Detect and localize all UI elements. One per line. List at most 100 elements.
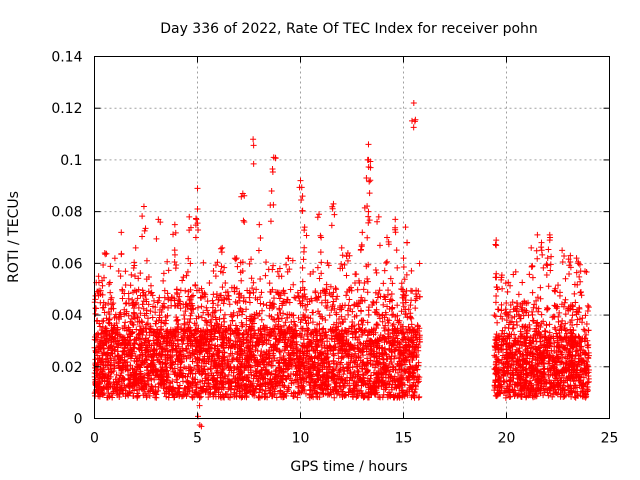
data-point [330,327,337,334]
data-point [305,368,312,375]
data-point [207,389,214,396]
data-point [376,345,383,352]
data-point [413,351,420,358]
data-point [412,297,419,304]
data-point [288,347,295,354]
data-point [414,373,421,380]
data-point [271,390,278,397]
data-point [217,292,224,299]
data-point [147,323,154,330]
data-point [320,325,327,332]
data-point [275,290,282,297]
data-point [348,284,355,291]
data-point [301,366,308,373]
data-point [219,284,226,291]
data-point [110,326,117,333]
data-point [291,350,298,357]
data-point [555,282,562,289]
data-point [197,328,204,335]
data-point [288,380,295,387]
data-point [152,383,159,390]
data-point [375,291,382,298]
data-point [400,291,407,298]
data-point [405,366,412,373]
data-point [246,299,253,306]
data-point [263,302,270,309]
data-point [149,362,156,369]
data-point [291,294,298,301]
data-point [114,327,121,334]
data-point [405,323,412,330]
data-point [315,361,322,368]
data-point [282,299,289,306]
data-point [159,304,166,311]
data-point [403,357,410,364]
data-point [342,347,349,354]
data-point [410,379,417,386]
data-point [299,278,306,285]
data-point [296,297,303,304]
data-point [349,323,356,330]
data-point [202,371,209,378]
data-point [416,336,423,343]
data-point [565,391,572,398]
data-point [551,324,558,331]
data-point [108,322,115,329]
data-point [165,304,172,311]
data-point [199,332,206,339]
data-point [530,353,537,360]
data-point [220,345,227,352]
data-point [308,297,315,304]
data-point [101,333,108,340]
data-point [556,330,563,337]
data-point [499,327,506,334]
data-point [111,255,118,262]
data-point [219,342,226,349]
data-point [230,373,237,380]
data-point [339,377,346,384]
data-point [551,302,558,309]
data-point [310,334,317,341]
data-point [197,351,204,358]
data-point [350,382,357,389]
data-point [192,282,199,289]
data-point [309,361,316,368]
data-point [215,328,222,335]
data-point [267,288,274,295]
data-point [307,380,314,387]
data-point [187,260,194,267]
data-point [307,315,314,322]
data-point [144,315,151,322]
data-point [386,345,393,352]
data-point [391,348,398,355]
data-point [187,370,194,377]
data-point [360,317,367,324]
data-point [408,321,415,328]
data-point [380,280,387,287]
data-point [258,316,265,323]
data-point [409,343,416,350]
data-point [401,361,408,368]
data-point [336,361,343,368]
data-point [271,316,278,323]
data-point [382,335,389,342]
data-point [198,303,205,310]
data-point [214,336,221,343]
data-point [385,335,392,342]
data-point [389,304,396,311]
data-point [402,368,409,375]
data-point [196,334,203,341]
data-point [182,308,189,315]
data-point [255,327,262,334]
data-point [270,301,277,308]
data-point [263,368,270,375]
data-point [171,259,178,266]
data-point [574,308,581,315]
data-point [119,363,126,370]
data-point [141,371,148,378]
data-point [270,262,277,269]
data-point [196,347,203,354]
data-point [243,359,250,366]
data-point [343,292,350,299]
data-point [153,368,160,375]
